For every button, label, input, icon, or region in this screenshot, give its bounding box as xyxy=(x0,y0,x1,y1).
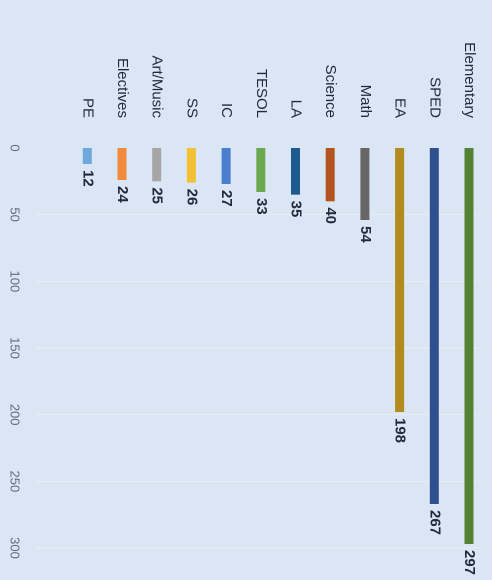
bar xyxy=(82,148,92,164)
data-label: 297 xyxy=(461,550,478,575)
bar xyxy=(152,148,162,182)
bar xyxy=(221,148,231,184)
data-label: 267 xyxy=(426,510,443,535)
category-label: IC xyxy=(218,103,235,118)
data-label: 24 xyxy=(114,186,131,203)
tick-label: 100 xyxy=(8,270,23,292)
category-label: EA xyxy=(392,98,409,118)
bar xyxy=(395,148,405,412)
data-label: 12 xyxy=(79,170,96,187)
data-label: 25 xyxy=(149,187,166,204)
bar xyxy=(256,148,266,192)
tick-label: 50 xyxy=(8,207,23,221)
category-label: Elementary xyxy=(461,42,478,118)
category-label: Math xyxy=(357,85,374,118)
bars xyxy=(82,148,474,544)
data-label: 40 xyxy=(322,207,339,224)
bar xyxy=(186,148,196,183)
category-label: SS xyxy=(183,98,200,118)
data-label: 35 xyxy=(288,201,305,218)
bar xyxy=(360,148,370,220)
gridlines xyxy=(36,214,482,549)
data-label: 54 xyxy=(357,226,374,243)
category-label: TESOL xyxy=(253,69,270,118)
category-label: Electives xyxy=(114,58,131,118)
category-label: PE xyxy=(79,98,96,118)
bar xyxy=(117,148,127,180)
bar xyxy=(464,148,474,544)
bar xyxy=(325,148,335,202)
tick-label: 200 xyxy=(8,404,23,426)
data-label: 198 xyxy=(392,418,409,443)
category-label: Science xyxy=(322,65,339,118)
tick-label: 150 xyxy=(8,337,23,359)
data-label: 27 xyxy=(218,190,235,207)
tick-label: 300 xyxy=(8,537,23,559)
tick-label: 250 xyxy=(8,470,23,492)
labels: 0 50 100 150 200 250 300 Elementary 297 SPED 267 EA… xyxy=(8,42,478,575)
category-label: Art/Music xyxy=(149,55,166,118)
bar xyxy=(429,148,439,504)
category-label: LA xyxy=(288,100,305,118)
data-label: 26 xyxy=(183,189,200,206)
category-label: SPED xyxy=(426,77,443,118)
bar xyxy=(291,148,300,195)
tick-label: 0 xyxy=(8,144,23,151)
data-label: 33 xyxy=(253,198,270,215)
